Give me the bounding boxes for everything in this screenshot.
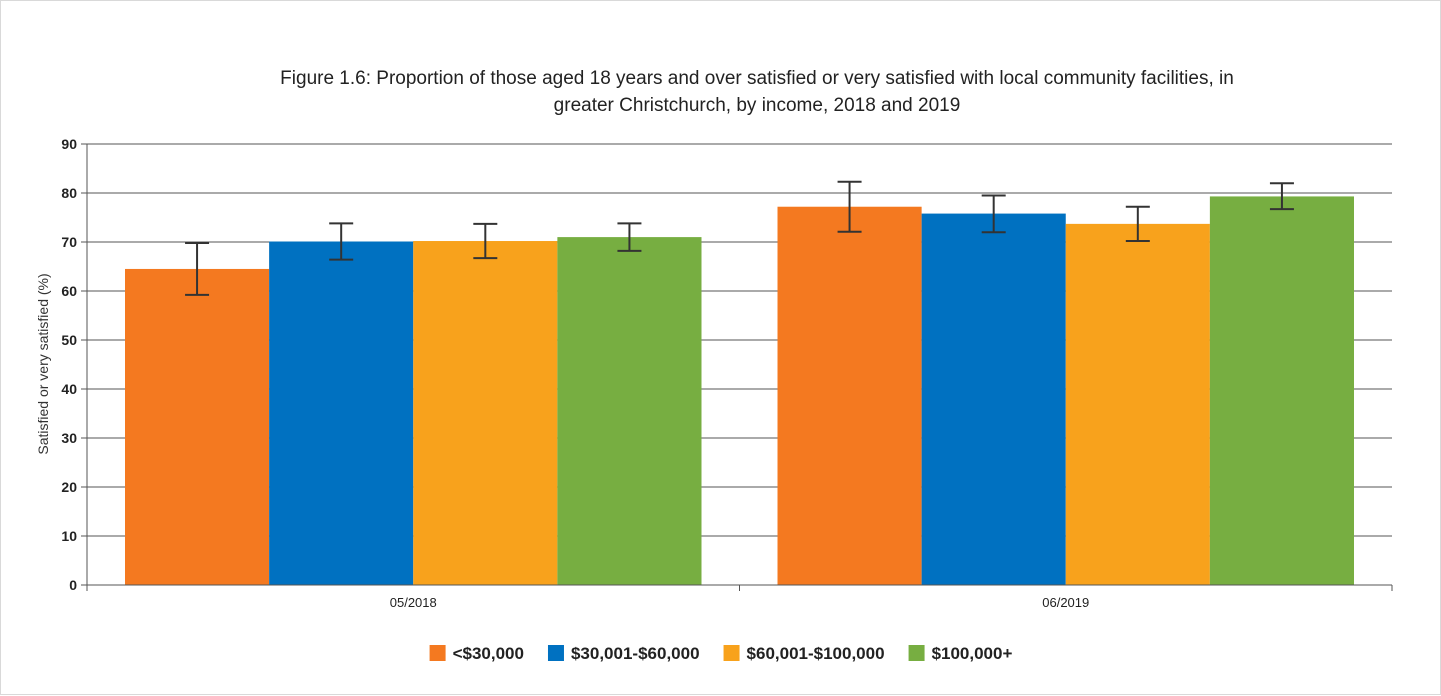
error-bars bbox=[185, 180, 1294, 296]
y-tick-label: 10 bbox=[61, 528, 77, 544]
y-tick-label: 30 bbox=[61, 430, 77, 446]
bar bbox=[125, 268, 270, 585]
error-bar bbox=[837, 180, 862, 233]
y-tick-label: 70 bbox=[61, 234, 77, 250]
x-category-label: 05/2018 bbox=[390, 595, 437, 610]
y-tick-label: 20 bbox=[61, 479, 77, 495]
error-bar bbox=[1125, 205, 1150, 243]
y-tick-label: 60 bbox=[61, 283, 77, 299]
y-tick-labels: 0 10 20 30 40 50 60 70 80 90 bbox=[61, 136, 77, 593]
chart-title: Figure 1.6: Proportion of those aged 18 … bbox=[280, 68, 1234, 116]
bar bbox=[269, 241, 414, 585]
y-tick-label: 50 bbox=[61, 332, 77, 348]
bar bbox=[413, 241, 558, 585]
bars bbox=[125, 196, 1354, 585]
legend-swatch bbox=[723, 645, 740, 661]
y-axis-title: Satisfied or very satisfied (%) bbox=[35, 273, 51, 454]
bar bbox=[557, 237, 702, 585]
bar bbox=[1209, 196, 1354, 585]
legend-item: $60,001-$100,000 bbox=[723, 644, 885, 663]
y-tick-label: 80 bbox=[61, 185, 77, 201]
bar bbox=[777, 206, 922, 585]
legend-swatch bbox=[547, 645, 564, 661]
legend-label: $30,001-$60,000 bbox=[571, 644, 700, 663]
x-category-label: 06/2019 bbox=[1042, 595, 1089, 610]
legend-item: $30,001-$60,000 bbox=[547, 644, 700, 663]
error-bar bbox=[329, 222, 354, 261]
error-bar bbox=[617, 222, 642, 252]
chart-title-line-2: greater Christchurch, by income, 2018 an… bbox=[554, 95, 961, 116]
bar bbox=[1065, 223, 1210, 585]
bar bbox=[921, 213, 1066, 585]
y-tick-label: 40 bbox=[61, 381, 77, 397]
legend-item: <$30,000 bbox=[429, 644, 524, 663]
legend-swatch bbox=[429, 645, 446, 661]
legend: <$30,000 $30,001-$60,000 $60,001-$100,000 $… bbox=[429, 644, 1013, 663]
legend-item: $100,000+ bbox=[908, 644, 1013, 663]
error-bar bbox=[981, 194, 1006, 234]
error-bar bbox=[185, 241, 210, 296]
y-tick-label: 90 bbox=[61, 136, 77, 152]
y-tick-label: 0 bbox=[69, 577, 77, 593]
legend-label: <$30,000 bbox=[453, 644, 524, 663]
error-bar bbox=[473, 222, 498, 260]
axes bbox=[86, 144, 1393, 591]
legend-swatch bbox=[908, 645, 925, 661]
legend-label: $60,001-$100,000 bbox=[747, 644, 885, 663]
error-bar bbox=[1269, 182, 1294, 211]
x-category-labels: 05/2018 06/2019 bbox=[390, 595, 1090, 610]
chart-title-line-1: Figure 1.6: Proportion of those aged 18 … bbox=[280, 68, 1234, 89]
legend-label: $100,000+ bbox=[932, 644, 1013, 663]
